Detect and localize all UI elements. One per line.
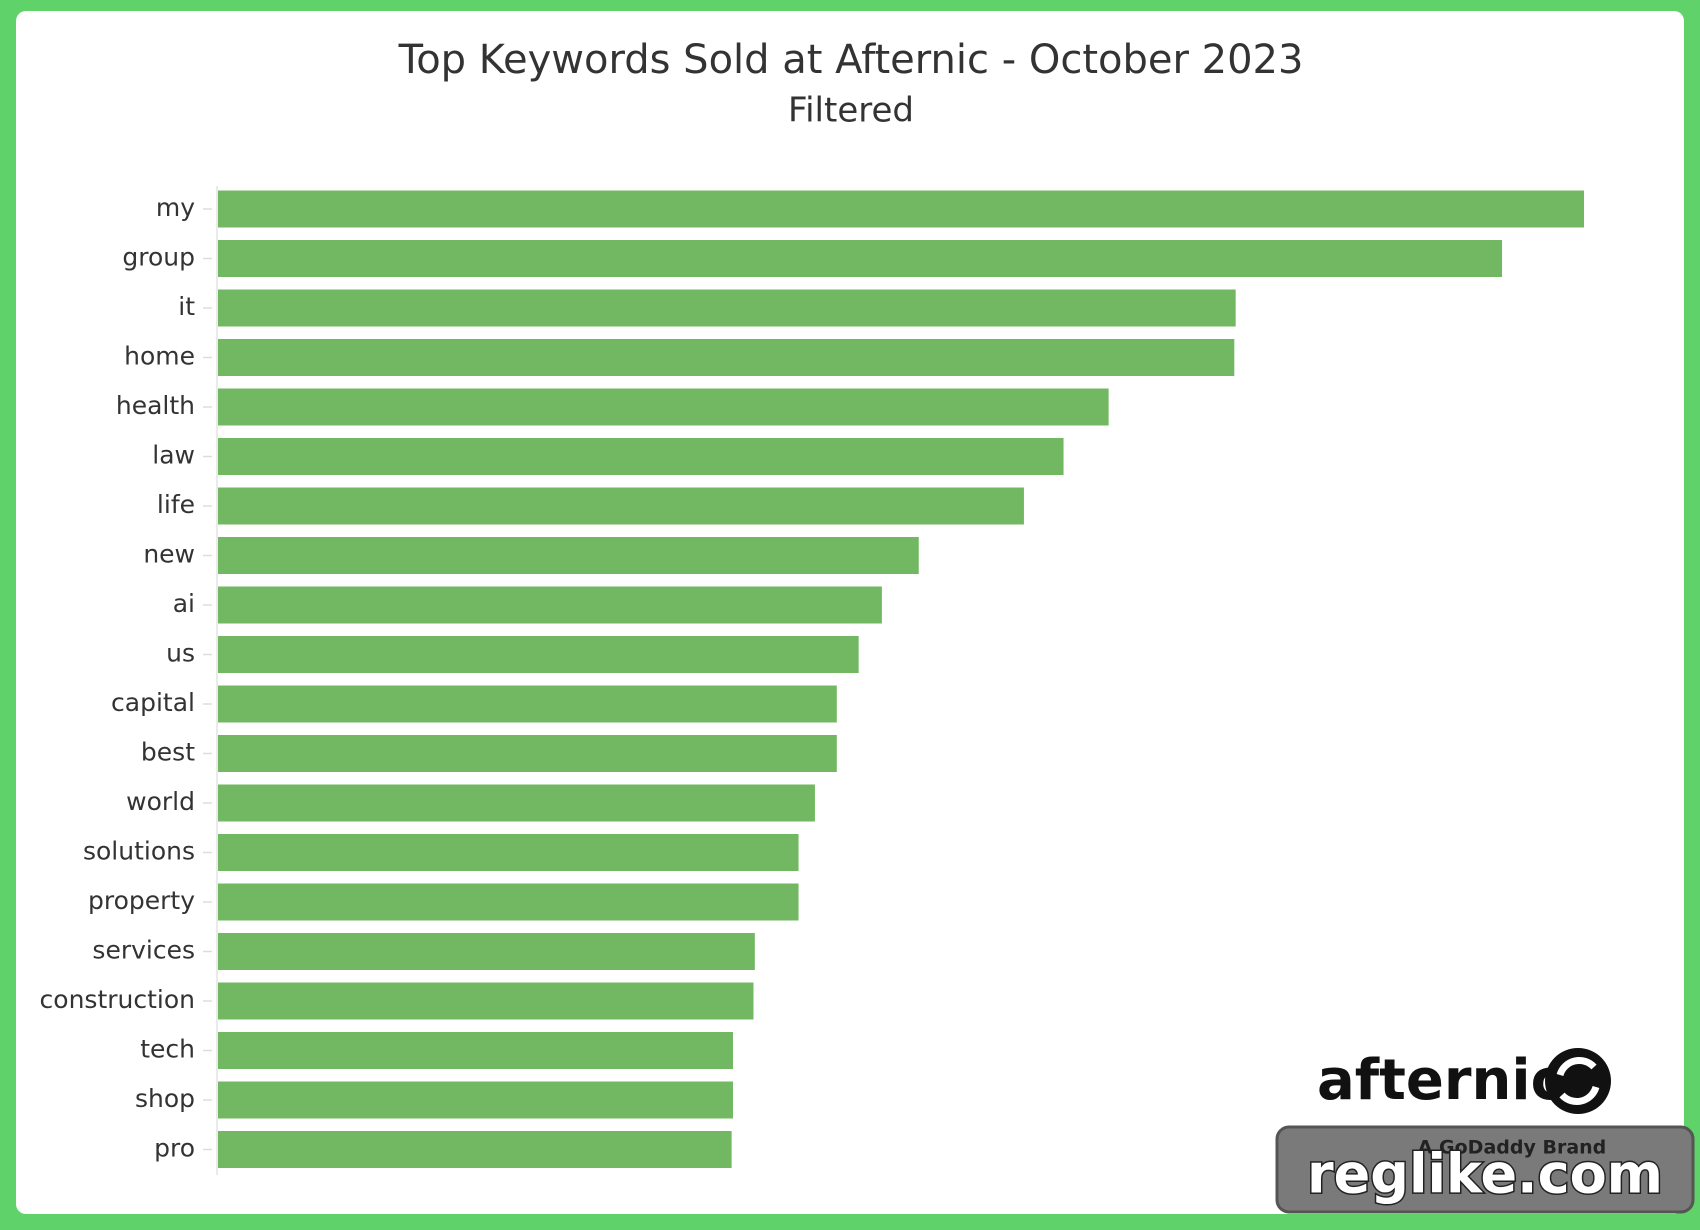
bar [218, 438, 1064, 475]
y-tick-label: life [157, 490, 195, 519]
y-tick-label: group [122, 243, 195, 272]
y-tick-label: solutions [83, 837, 195, 866]
y-tick-label: us [166, 639, 195, 668]
bar [218, 1032, 733, 1069]
y-tick-label: property [88, 886, 195, 915]
y-tick-label: shop [135, 1084, 195, 1113]
y-tick-label: world [126, 787, 195, 816]
y-tick-label: tech [140, 1035, 195, 1064]
bar [218, 933, 755, 970]
y-tick-label: best [141, 738, 195, 767]
bar [218, 1131, 732, 1168]
bar [218, 636, 859, 673]
bar [218, 388, 1109, 426]
bar [218, 240, 1503, 277]
bar [218, 289, 1236, 327]
bar [218, 883, 799, 921]
y-tick-label: capital [111, 688, 195, 717]
logo-tagline: A GoDaddy Brand [1418, 1137, 1607, 1159]
bar [218, 586, 882, 624]
bar [218, 339, 1235, 376]
y-tick-label: ai [173, 589, 195, 618]
bar [218, 784, 815, 822]
bar [218, 982, 754, 1020]
watermark-box [1275, 1125, 1695, 1214]
bar [218, 190, 1584, 228]
y-tick-label: new [143, 540, 195, 569]
bar [218, 487, 1024, 525]
y-tick-label: health [116, 391, 195, 420]
bar [218, 537, 919, 574]
y-tick-label: it [178, 292, 195, 321]
logo-icon-arrows [1556, 1057, 1600, 1105]
logo: afternic [1317, 1048, 1611, 1114]
bar [218, 685, 837, 723]
chart-title: Top Keywords Sold at Afternic - October … [398, 37, 1304, 83]
y-tick-label: law [152, 441, 195, 470]
logo-text: afternic [1317, 1048, 1564, 1113]
y-tick-label: construction [40, 985, 195, 1014]
watermark: reglike.com [1307, 1143, 1663, 1206]
bar [218, 1081, 733, 1119]
chart-subtitle: Filtered [788, 91, 914, 131]
y-tick-label: services [92, 936, 195, 965]
y-tick-label: my [156, 193, 195, 222]
y-tick-label: pro [154, 1134, 195, 1163]
bar [218, 735, 837, 772]
y-tick-label: home [124, 342, 195, 371]
plot: my group it home health law life new ai us capital… [40, 190, 1584, 1168]
bar [218, 834, 799, 871]
